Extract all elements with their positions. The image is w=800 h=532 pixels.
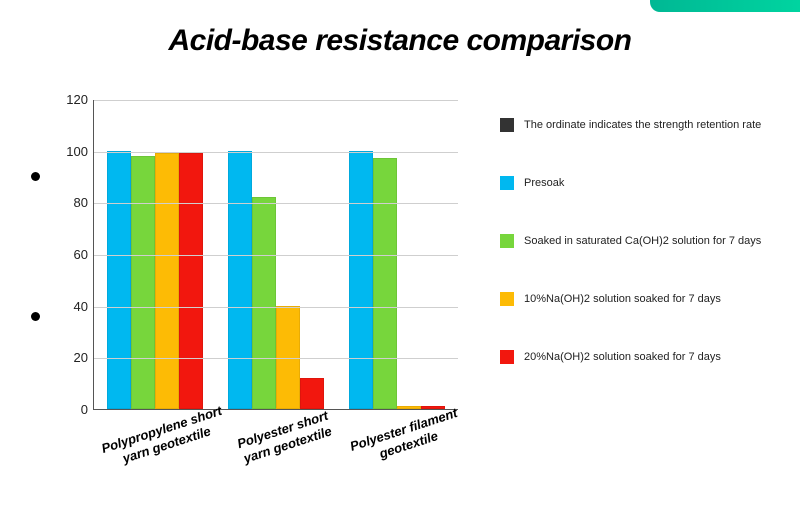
y-tick-label: 120 bbox=[56, 92, 88, 107]
legend-item-3: 20%Na(OH)2 solution soaked for 7 days bbox=[500, 350, 780, 364]
legend-label: Soaked in saturated Ca(OH)2 solution for… bbox=[524, 235, 761, 247]
bar bbox=[349, 151, 373, 409]
bar bbox=[300, 378, 324, 409]
legend-swatch bbox=[500, 234, 514, 248]
top-corner-decoration bbox=[650, 0, 800, 12]
bar bbox=[252, 197, 276, 409]
legend-label: 10%Na(OH)2 solution soaked for 7 days bbox=[524, 293, 721, 305]
gridline bbox=[94, 358, 458, 359]
x-category-label: Polyester filamentgeotextile bbox=[348, 405, 465, 471]
legend-swatch bbox=[500, 292, 514, 306]
y-tick-label: 40 bbox=[56, 299, 88, 314]
bullet-dot bbox=[31, 172, 40, 181]
legend-label: The ordinate indicates the strength rete… bbox=[524, 119, 761, 131]
bar bbox=[373, 158, 397, 409]
bar bbox=[228, 151, 252, 409]
legend-swatch bbox=[500, 350, 514, 364]
bar bbox=[131, 156, 155, 409]
legend-swatch bbox=[500, 118, 514, 132]
bullet-dot bbox=[31, 312, 40, 321]
x-category-label: Polyester shortyarn geotextile bbox=[235, 408, 335, 468]
y-tick-label: 100 bbox=[56, 144, 88, 159]
legend-swatch bbox=[500, 176, 514, 190]
gridline bbox=[94, 152, 458, 153]
legend-label: 20%Na(OH)2 solution soaked for 7 days bbox=[524, 351, 721, 363]
legend-label: Presoak bbox=[524, 177, 564, 189]
bar bbox=[155, 153, 179, 409]
gridline bbox=[94, 307, 458, 308]
bar bbox=[107, 151, 131, 409]
bar-chart: Polypropylene shortyarn geotextilePolyes… bbox=[93, 100, 458, 410]
chart-title: Acid-base resistance comparison bbox=[0, 24, 800, 58]
y-tick-label: 80 bbox=[56, 195, 88, 210]
gridline bbox=[94, 255, 458, 256]
bar bbox=[397, 406, 421, 409]
y-tick-label: 0 bbox=[56, 402, 88, 417]
y-tick-label: 20 bbox=[56, 350, 88, 365]
gridline bbox=[94, 100, 458, 101]
legend-item-1: Soaked in saturated Ca(OH)2 solution for… bbox=[500, 234, 780, 248]
gridline bbox=[94, 203, 458, 204]
legend: The ordinate indicates the strength rete… bbox=[500, 118, 780, 408]
bar bbox=[276, 306, 300, 409]
legend-item-0: Presoak bbox=[500, 176, 780, 190]
legend-item-note: The ordinate indicates the strength rete… bbox=[500, 118, 780, 132]
legend-item-2: 10%Na(OH)2 solution soaked for 7 days bbox=[500, 292, 780, 306]
y-tick-label: 60 bbox=[56, 247, 88, 262]
x-category-label: Polypropylene shortyarn geotextile bbox=[99, 403, 229, 473]
bar bbox=[179, 153, 203, 409]
